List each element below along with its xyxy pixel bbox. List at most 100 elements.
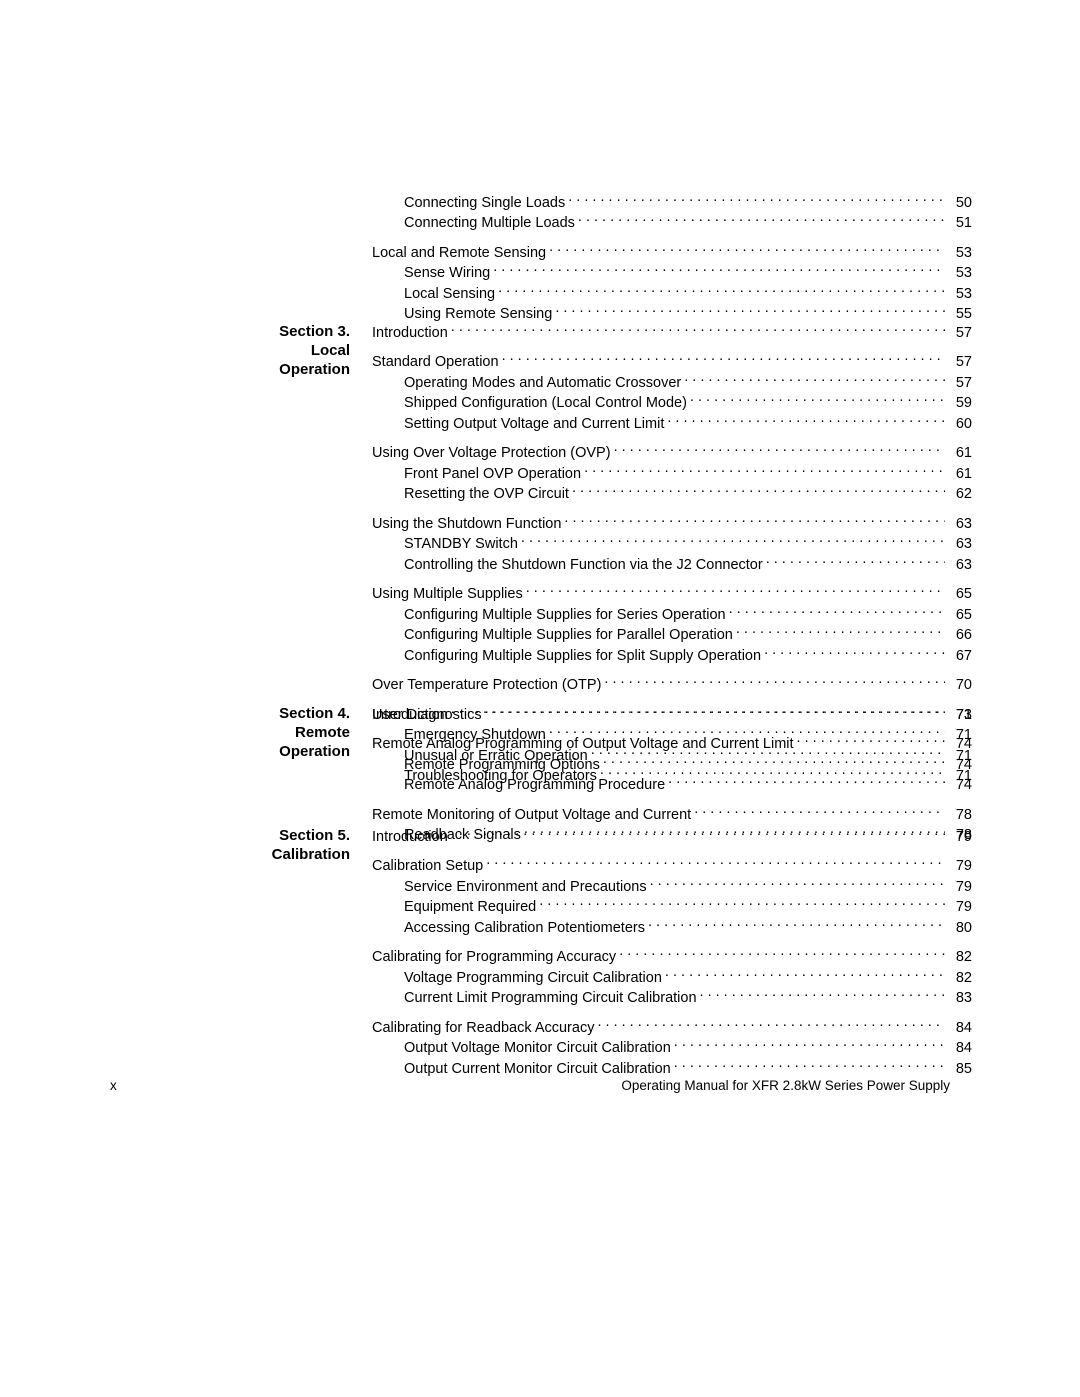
toc-entry-page: 57 xyxy=(948,353,972,372)
toc-entry-title: Connecting Single Loads xyxy=(404,194,565,213)
toc-entry-title: Operating Modes and Automatic Crossover xyxy=(404,374,681,393)
toc-entry-title: Local and Remote Sensing xyxy=(372,244,546,263)
toc-entry: Front Panel OVP Operation 61 xyxy=(372,463,972,484)
toc-entry-page: 73 xyxy=(948,706,972,725)
toc-leader-dots xyxy=(668,775,945,790)
toc-group-gap xyxy=(372,1008,972,1017)
toc-leader-dots xyxy=(555,304,945,319)
toc-entry: Connecting Multiple Loads51 xyxy=(372,213,972,234)
section-heading-line: Section 5. xyxy=(130,826,350,845)
footer-page-number: x xyxy=(110,1078,117,1093)
toc-entry-page: 53 xyxy=(948,244,972,263)
toc-entry-page: 79 xyxy=(948,857,972,876)
toc-entry: Sense Wiring53 xyxy=(372,263,972,284)
toc-leader-dots xyxy=(729,604,945,619)
section-heading-line: Operation xyxy=(130,360,350,379)
toc-leader-dots xyxy=(674,1038,945,1053)
toc-leader-dots xyxy=(700,988,945,1003)
section-heading-line: Section 4. xyxy=(130,704,350,723)
toc-leader-dots xyxy=(493,263,945,278)
toc-leader-dots xyxy=(498,283,945,298)
toc-leader-dots xyxy=(451,322,945,337)
toc-entry-title: Accessing Calibration Potentiometers xyxy=(404,919,645,938)
toc-entry-page: 57 xyxy=(948,324,972,343)
toc-entry-title: Remote Analog Programming of Output Volt… xyxy=(372,735,794,754)
toc-leader-dots xyxy=(486,856,945,871)
toc-entry-page: 79 xyxy=(948,878,972,897)
toc-group-gap xyxy=(372,434,972,443)
toc-group-gap xyxy=(372,847,972,856)
toc-leader-dots xyxy=(526,584,945,599)
toc-entry: Using Remote Sensing55 xyxy=(372,304,972,325)
toc-leader-dots xyxy=(690,393,945,408)
toc-entry: Local Sensing53 xyxy=(372,283,972,304)
toc-entry: Setting Output Voltage and Current Limit… xyxy=(372,413,972,434)
toc-entry: Introduction57 xyxy=(372,322,972,343)
toc-entry: Output Current Monitor Circuit Calibrati… xyxy=(372,1058,972,1079)
toc-entry-title: Voltage Programming Circuit Calibration xyxy=(404,969,662,988)
toc-entry: Over Temperature Protection (OTP) 70 xyxy=(372,675,972,696)
toc-entry-title: Configuring Multiple Supplies for Split … xyxy=(404,647,761,666)
toc-leader-dots xyxy=(597,1017,945,1032)
toc-entry-title: STANDBY Switch xyxy=(404,535,518,554)
toc-entry-page: 83 xyxy=(948,989,972,1008)
toc-group-gap xyxy=(372,695,972,704)
section-heading-line: Local xyxy=(130,341,350,360)
toc-entry-title: Setting Output Voltage and Current Limit xyxy=(404,415,664,434)
section-heading: Section 4.RemoteOperation xyxy=(130,704,350,761)
toc-entry-page: 82 xyxy=(948,969,972,988)
toc-entry-title: Controlling the Shutdown Function via th… xyxy=(404,556,763,575)
toc-entry-page: 61 xyxy=(948,465,972,484)
toc-entry-title: Configuring Multiple Supplies for Parall… xyxy=(404,626,733,645)
toc-entry-title: Service Environment and Precautions xyxy=(404,878,647,897)
toc-entry-title: Using the Shutdown Function xyxy=(372,515,561,534)
toc-leader-dots xyxy=(568,192,945,207)
section-heading: Section 3.LocalOperation xyxy=(130,322,350,379)
toc-entry-title: Calibrating for Readback Accuracy xyxy=(372,1019,594,1038)
toc-entry-page: 66 xyxy=(948,626,972,645)
toc-entry-title: Remote Programming Options xyxy=(404,756,600,775)
toc-entry-page: 74 xyxy=(948,756,972,775)
toc-entry-page: 70 xyxy=(948,676,972,695)
toc-entry-page: 63 xyxy=(948,556,972,575)
toc-entry-title: Over Temperature Protection (OTP) xyxy=(372,676,601,695)
toc-entry-title: Calibration Setup xyxy=(372,857,483,876)
toc-entry-title: Using Over Voltage Protection (OVP) xyxy=(372,444,611,463)
toc-entry-title: Shipped Configuration (Local Control Mod… xyxy=(404,394,687,413)
section-heading: Section 5.Calibration xyxy=(130,826,350,864)
toc-entry-page: 65 xyxy=(948,606,972,625)
toc-entry-title: Front Panel OVP Operation xyxy=(404,465,581,484)
toc-entry: Shipped Configuration (Local Control Mod… xyxy=(372,393,972,414)
toc-entry: Calibration Setup 79 xyxy=(372,856,972,877)
toc-entry-page: 57 xyxy=(948,374,972,393)
toc-entry-page: 82 xyxy=(948,948,972,967)
toc-entry-page: 53 xyxy=(948,285,972,304)
toc-leader-dots xyxy=(572,484,945,499)
toc-leader-dots xyxy=(604,675,945,690)
toc-group-gap xyxy=(372,795,972,804)
toc-leader-dots xyxy=(521,534,945,549)
toc-entry: Configuring Multiple Supplies for Split … xyxy=(372,645,972,666)
toc-entry: Connecting Single Loads 50 xyxy=(372,192,972,213)
toc-entry-page: 61 xyxy=(948,444,972,463)
toc-entry-page: 84 xyxy=(948,1039,972,1058)
toc-entry: Configuring Multiple Supplies for Parall… xyxy=(372,625,972,646)
toc-entry-title: Output Current Monitor Circuit Calibrati… xyxy=(404,1060,671,1079)
toc-entry-title: Introduction xyxy=(372,706,448,725)
toc-entry-title: Resetting the OVP Circuit xyxy=(404,485,569,504)
toc-entry: Calibrating for Programming Accuracy82 xyxy=(372,947,972,968)
toc-entry: Using Over Voltage Protection (OVP) 61 xyxy=(372,443,972,464)
toc-entry: Configuring Multiple Supplies for Series… xyxy=(372,604,972,625)
toc-entry-page: 60 xyxy=(948,415,972,434)
toc-entry-page: 50 xyxy=(948,194,972,213)
toc-entry-title: Sense Wiring xyxy=(404,264,490,283)
toc-entry-page: 84 xyxy=(948,1019,972,1038)
toc-entry: Remote Programming Options 74 xyxy=(372,754,972,775)
toc-entry: Local and Remote Sensing 53 xyxy=(372,242,972,263)
toc-entry-page: 85 xyxy=(948,1060,972,1079)
toc-leader-dots xyxy=(564,513,945,528)
toc-entry-title: Output Voltage Monitor Circuit Calibrati… xyxy=(404,1039,671,1058)
toc-leader-dots xyxy=(603,754,945,769)
toc-entry-title: Remote Monitoring of Output Voltage and … xyxy=(372,806,691,825)
toc-entry-title: Using Multiple Supplies xyxy=(372,585,523,604)
